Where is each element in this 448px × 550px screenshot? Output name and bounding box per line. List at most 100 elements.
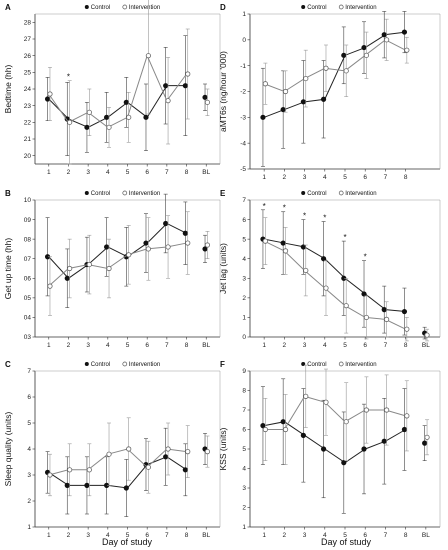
y-tick-label: 2: [242, 505, 246, 512]
data-point: [303, 75, 309, 82]
x-tick-label: 1: [262, 174, 266, 181]
series-control: [260, 209, 428, 340]
y-tick-label: 05: [24, 295, 32, 302]
data-point: [104, 114, 110, 120]
y-tick-label: 3: [242, 275, 246, 282]
series-line: [48, 54, 187, 128]
x-tick-label: BL: [422, 532, 430, 539]
x-axis-title-right: Day of study: [321, 537, 372, 547]
data-point: [262, 81, 268, 87]
data-point: [145, 246, 151, 252]
data-point: [165, 446, 171, 452]
y-axis-label: Jet lag (units): [218, 243, 228, 294]
data-point: [204, 448, 211, 455]
data-point: [204, 242, 211, 248]
x-tick-label: 5: [126, 532, 130, 539]
data-point: [323, 285, 329, 291]
data-point: [384, 407, 390, 413]
y-tick-label: 1: [242, 524, 246, 531]
data-point: [126, 114, 132, 120]
data-point: [381, 438, 387, 444]
y-tick-label: 2: [27, 498, 31, 505]
legend-control-label: Control: [91, 191, 110, 197]
x-tick-label: BL: [202, 169, 210, 176]
significance-star: *: [303, 212, 306, 221]
panel-d: D -5 -4 -3 -2 -1 0 1 1 2 3 4 5 6 7 8 aMT6s (ng/hour '000…: [218, 3, 441, 181]
data-point: [404, 47, 410, 53]
legend-intervention-label: Intervention: [129, 5, 160, 11]
panel-letter: D: [220, 3, 226, 12]
x-tick-label: 7: [384, 174, 388, 181]
data-point: [320, 446, 327, 452]
series-line: [263, 240, 406, 330]
data-point: [185, 240, 191, 246]
legend-intervention-marker: [122, 4, 128, 10]
data-point: [401, 426, 408, 433]
series-intervention: [47, 417, 211, 497]
x-tick-label: 5: [343, 342, 347, 349]
legend-intervention-marker: [122, 361, 128, 367]
y-tick-label: 07: [24, 256, 32, 263]
data-point: [282, 88, 289, 95]
y-tick-label: 8: [242, 388, 246, 395]
data-point: [67, 119, 73, 125]
series-line: [263, 31, 406, 118]
data-point: [165, 98, 171, 104]
x-tick-label: 1: [47, 342, 51, 349]
y-tick-label: 28: [24, 20, 32, 27]
data-point: [104, 244, 110, 250]
series-line: [48, 222, 187, 279]
y-tick-label: 3: [27, 472, 31, 479]
y-tick-label: -2: [240, 89, 246, 96]
y-tick-label: 4: [242, 466, 246, 473]
y-tick-label: 23: [24, 103, 32, 110]
x-tick-label: 8: [404, 342, 408, 349]
legend-control-label: Control: [307, 362, 326, 368]
x-tick-label: 5: [126, 169, 130, 176]
data-point: [361, 291, 367, 297]
data-point: [323, 399, 329, 405]
x-tick-label: 6: [363, 532, 367, 539]
y-tick-label: 2: [242, 295, 246, 302]
data-point: [424, 332, 430, 338]
y-tick-label: 0: [242, 37, 246, 44]
y-tick-label: 4: [27, 446, 31, 453]
panel-letter: A: [5, 3, 11, 12]
data-point: [126, 252, 132, 258]
y-tick-label: 26: [24, 53, 32, 60]
y-tick-label: 5: [242, 236, 246, 243]
x-tick-label: 3: [303, 174, 307, 181]
significance-star: *: [67, 73, 70, 82]
data-point: [143, 114, 149, 120]
data-point: [143, 240, 149, 246]
x-axis-title-left: Day of study: [102, 537, 153, 547]
legend-control-marker: [84, 362, 89, 366]
data-point: [424, 434, 430, 440]
y-tick-label: -1: [240, 63, 246, 70]
x-tick-label: 1: [47, 169, 51, 176]
y-tick-label: 7: [27, 368, 31, 375]
series-intervention: [262, 217, 430, 342]
x-tick-label: 1: [262, 532, 266, 539]
legend-intervention-label: Intervention: [129, 191, 160, 197]
y-tick-label: 04: [24, 315, 32, 322]
y-tick-label: 25: [24, 70, 32, 77]
y-tick-label: 24: [24, 86, 32, 93]
panel-c: C 1 2 3 4 5 6 7 1 2 3 4 5 6 7 8 BL Sleep quality (units) C…: [3, 360, 221, 539]
data-point: [303, 393, 309, 399]
x-tick-label: 2: [283, 342, 287, 349]
y-tick-label: 6: [27, 394, 31, 401]
significance-star: *: [263, 202, 266, 211]
x-tick-label: BL: [422, 342, 430, 349]
y-tick-label: 1: [242, 315, 246, 322]
data-point: [86, 467, 92, 473]
data-point: [361, 446, 367, 452]
legend-control-marker: [301, 191, 306, 195]
x-tick-label: 7: [384, 342, 388, 349]
y-tick-label: 5: [242, 446, 246, 453]
data-point: [280, 106, 286, 113]
significance-star: *: [364, 253, 367, 262]
panel-f: F 1 2 3 4 5 6 7 8 9 1 2 3 4 5 6 7 8 BL KSS (units) Control In…: [218, 360, 441, 539]
data-point: [64, 482, 70, 488]
y-tick-label: 1: [242, 11, 246, 18]
